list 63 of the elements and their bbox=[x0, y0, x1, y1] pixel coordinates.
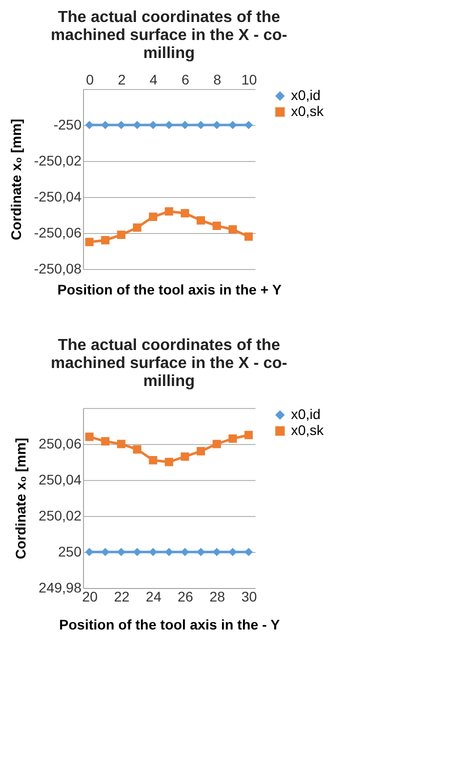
point bbox=[148, 212, 158, 221]
legend-label: x0,id bbox=[291, 87, 321, 103]
x-tick-label: 28 bbox=[209, 588, 226, 604]
x-tick-label: 6 bbox=[182, 72, 190, 88]
point bbox=[148, 456, 158, 464]
point bbox=[132, 223, 142, 232]
point bbox=[85, 432, 94, 441]
y-tick-label: 250,06 bbox=[38, 436, 82, 452]
point bbox=[117, 230, 126, 239]
point bbox=[101, 437, 110, 446]
point bbox=[164, 458, 174, 466]
y-tick-label: -250,04 bbox=[34, 188, 82, 204]
y-tick-label: -250,06 bbox=[34, 224, 82, 240]
point bbox=[101, 120, 110, 130]
point bbox=[228, 548, 237, 556]
y-tick-label: 250,02 bbox=[38, 508, 82, 524]
x-axis-title: Position of the tool axis in the - Y bbox=[59, 616, 280, 632]
point bbox=[117, 120, 126, 130]
point bbox=[228, 434, 237, 443]
point bbox=[244, 232, 253, 241]
x-tick-label: 0 bbox=[86, 72, 94, 88]
x-tick-label: 2 bbox=[118, 72, 126, 88]
y-tick-label: -250 bbox=[53, 116, 82, 132]
point bbox=[212, 548, 221, 556]
x-tick-label: 20 bbox=[82, 588, 98, 604]
chart-title: The actual coordinates of the machined surface in the X - co-milling bbox=[50, 9, 288, 62]
y-tick-label: -250,02 bbox=[34, 152, 82, 168]
point bbox=[180, 452, 190, 461]
point bbox=[244, 430, 253, 440]
x-tick-label: 4 bbox=[150, 72, 158, 88]
x-tick-label: 22 bbox=[114, 588, 130, 604]
x-tick-label: 24 bbox=[146, 588, 162, 604]
legend-label: x0,sk bbox=[291, 422, 325, 438]
legend-label: x0,id bbox=[291, 406, 321, 422]
x-tick-label: 10 bbox=[241, 72, 258, 88]
point bbox=[85, 238, 94, 246]
chart-title: The actual coordinates of the machined surface in the X - co-milling bbox=[50, 337, 288, 390]
point bbox=[164, 207, 174, 216]
point bbox=[212, 120, 221, 130]
point bbox=[164, 120, 174, 130]
point bbox=[117, 548, 126, 556]
point bbox=[196, 447, 206, 456]
y-tick-label: 249,98 bbox=[38, 580, 82, 596]
x-axis-title: Position of the tool axis in the + Y bbox=[57, 282, 282, 298]
x-tick-label: 30 bbox=[241, 588, 258, 604]
x-tick-label: 26 bbox=[178, 588, 194, 604]
point bbox=[212, 222, 221, 230]
point bbox=[212, 440, 221, 448]
point bbox=[196, 216, 206, 225]
y-tick-label: 250 bbox=[58, 544, 82, 560]
point bbox=[101, 236, 110, 244]
point bbox=[117, 440, 126, 448]
x-tick-label: 8 bbox=[213, 72, 222, 88]
legend-label: x0,sk bbox=[291, 103, 325, 119]
point bbox=[132, 445, 142, 454]
point bbox=[101, 548, 110, 556]
y-tick-label: -250,08 bbox=[34, 260, 82, 276]
y-tick-label: 250,04 bbox=[38, 472, 82, 488]
point bbox=[228, 225, 237, 234]
y-axis-title: Cordinate x₀ [mm] bbox=[8, 118, 24, 240]
point bbox=[228, 120, 237, 130]
y-axis-title: Cordinate x₀ [mm] bbox=[12, 438, 29, 560]
point bbox=[180, 209, 190, 218]
